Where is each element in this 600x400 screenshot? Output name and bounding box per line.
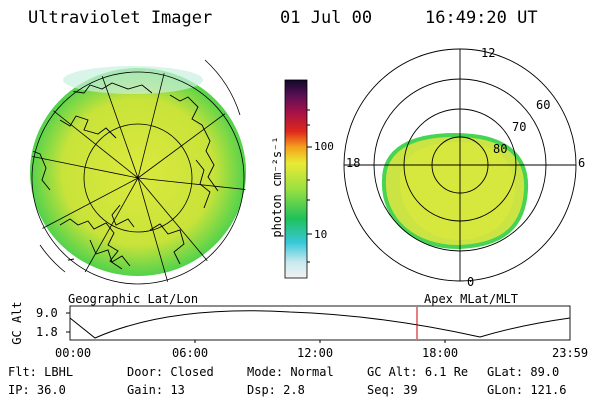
date-label: 01 Jul 00 — [280, 8, 373, 28]
altitude-tick-1-8: 1.8 — [36, 325, 58, 339]
mlt-label-0: 0 — [467, 275, 475, 289]
apex-caption: Apex MLat/MLT — [424, 292, 518, 306]
altitude-ylabel: GC Alt — [10, 301, 24, 345]
mlat-label-80: 80 — [493, 142, 508, 156]
colorbar-unit-label: photon cm⁻²s⁻¹ — [270, 136, 284, 238]
status-gain: Gain: 13 — [127, 383, 185, 397]
colorbar-tick-100: 100 — [314, 140, 334, 153]
time-tick-1200: 12:00 — [297, 346, 334, 360]
status-flt: Flt: LBHL — [8, 365, 74, 379]
mlt-label-18: 18 — [346, 156, 361, 170]
mlt-label-12: 12 — [481, 46, 496, 60]
status-door: Door: Closed — [127, 365, 214, 379]
geographic-image — [30, 59, 246, 286]
status-mode: Mode: Normal — [247, 365, 334, 379]
time-tick-0000: 00:00 — [55, 346, 92, 360]
status-ip: IP: 36.0 — [8, 383, 66, 397]
colorbar-tick-10: 10 — [314, 228, 328, 241]
status-glon: GLon: 121.6 — [487, 383, 567, 397]
status-seq: Seq: 39 — [367, 383, 418, 397]
apex-polar-plot — [343, 48, 577, 282]
time-tick-2359: 23:59 — [552, 346, 589, 360]
status-glat: GLat: 89.0 — [487, 365, 560, 379]
mlat-label-60: 60 — [536, 98, 551, 112]
time-tick-1800: 18:00 — [422, 346, 459, 360]
time-label: 16:49:20 UT — [425, 8, 538, 28]
colorbar — [284, 79, 312, 279]
time-tick-0600: 06:00 — [172, 346, 209, 360]
geographic-caption: Geographic Lat/Lon — [68, 292, 199, 306]
altitude-tick-9: 9.0 — [36, 306, 58, 320]
altitude-plot — [66, 305, 571, 343]
mlt-label-6: 6 — [578, 156, 586, 170]
app-title: Ultraviolet Imager — [28, 8, 213, 28]
status-dsp: Dsp: 2.8 — [247, 383, 305, 397]
status-gc-alt: GC Alt: 6.1 Re — [367, 365, 469, 379]
mlat-label-70: 70 — [512, 120, 527, 134]
